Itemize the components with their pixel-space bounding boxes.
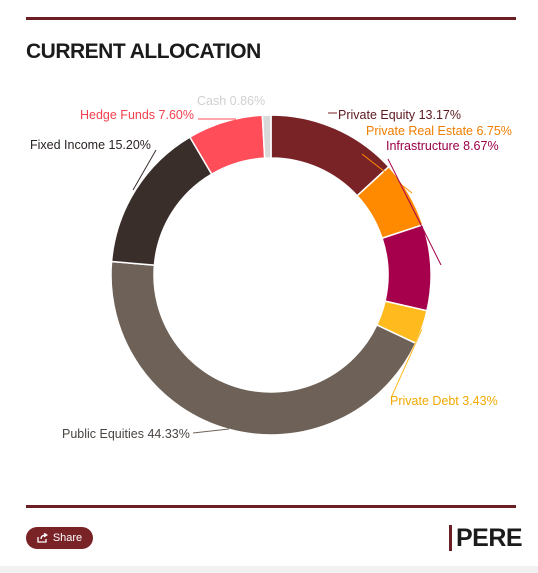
data-label-cash: Cash 0.86% xyxy=(197,94,265,108)
data-label-fixed-income: Fixed Income 15.20% xyxy=(30,138,151,152)
slice-fixed-income[interactable] xyxy=(110,136,213,266)
leader-line-private-real-estate xyxy=(361,153,413,194)
data-label-hedge-funds: Hedge Funds 7.60% xyxy=(80,108,194,122)
bottom-divider xyxy=(26,505,516,508)
data-label-private-real-estate: Private Real Estate 6.75% xyxy=(366,124,512,138)
data-label-private-equity: Private Equity 13.17% xyxy=(338,108,461,122)
leader-line-public-equities xyxy=(192,428,230,434)
pere-logo: PERE xyxy=(449,524,523,552)
slice-cash[interactable] xyxy=(261,114,272,159)
top-divider xyxy=(26,17,516,20)
logo-bar xyxy=(449,525,452,551)
data-label-private-debt: Private Debt 3.43% xyxy=(390,394,498,408)
donut-chart: Private Equity 13.17% Private Real Estate… xyxy=(30,94,512,441)
logo-text: PERE xyxy=(456,524,523,552)
share-label: Share xyxy=(52,532,83,544)
data-label-public-equities: Public Equities 44.33% xyxy=(62,427,190,441)
leader-line-private-debt xyxy=(390,328,423,399)
chart-title: CURRENT ALLOCATION xyxy=(26,40,261,63)
share-button[interactable]: Share xyxy=(26,527,93,549)
slice-public-equities[interactable] xyxy=(110,260,417,436)
slice-infrastructure[interactable] xyxy=(381,223,432,312)
share-icon xyxy=(37,533,48,543)
leader-line-fixed-income xyxy=(132,149,157,191)
leader-line-infrastructure xyxy=(387,158,442,266)
data-label-infrastructure: Infrastructure 8.67% xyxy=(386,139,499,153)
